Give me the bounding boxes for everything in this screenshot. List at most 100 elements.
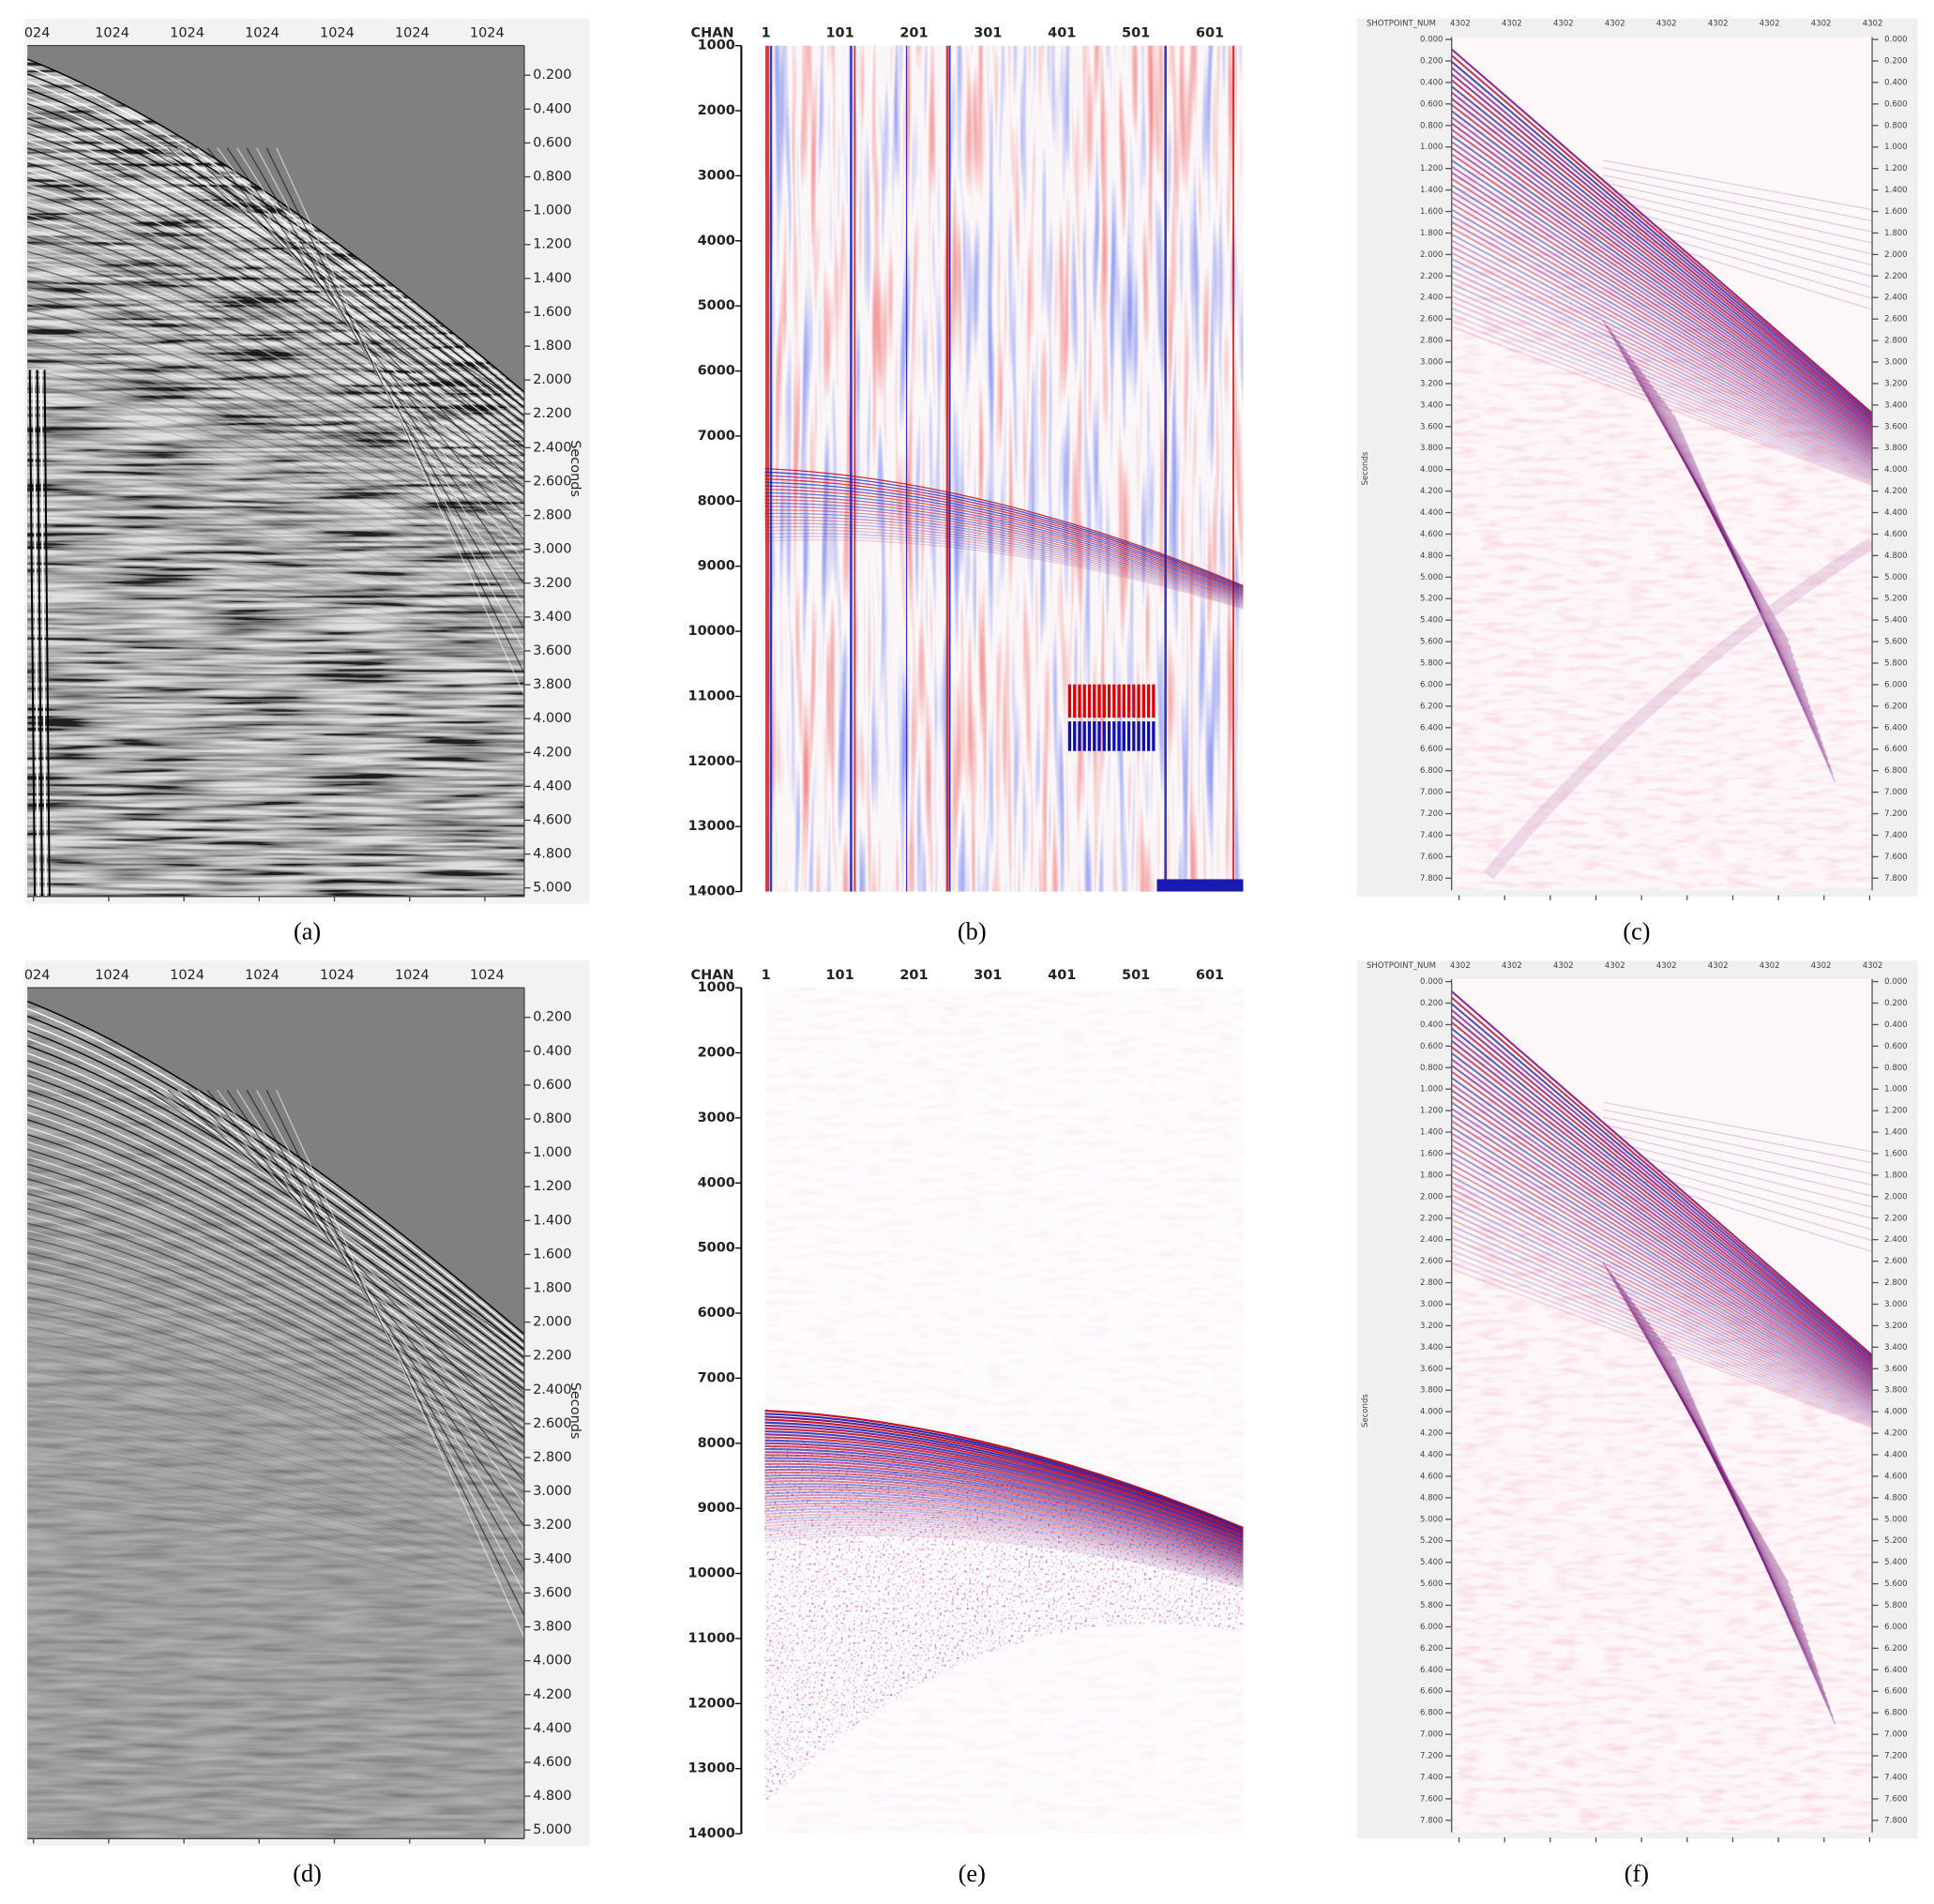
event-line xyxy=(1451,122,1873,433)
right-tick-label: 0.800 xyxy=(1884,121,1907,130)
branch-line xyxy=(1617,1281,1799,1614)
event-line xyxy=(27,1266,524,1477)
event-line xyxy=(27,1215,524,1450)
event-line xyxy=(1451,1058,1873,1374)
event-line xyxy=(27,132,524,432)
block-red xyxy=(1107,684,1111,718)
branch-line xyxy=(1650,1326,1821,1681)
event-line xyxy=(1451,1108,1873,1387)
event-line xyxy=(27,117,524,425)
block-red xyxy=(1087,684,1092,718)
left-tick-label: 4.000 xyxy=(1420,1408,1443,1417)
block-blue xyxy=(1078,721,1081,751)
right-tick-label: 3.400 xyxy=(1884,1343,1907,1352)
event-line xyxy=(1451,172,1873,446)
right-tick-label: 5.400 xyxy=(1884,1558,1907,1567)
caption: (c) xyxy=(1623,917,1650,944)
top-label: 4302 xyxy=(1605,19,1625,28)
event-line xyxy=(1451,1039,1873,1369)
event-line xyxy=(1451,220,1873,460)
event-line xyxy=(764,1459,1244,1552)
noise-blue xyxy=(764,45,1244,892)
event-line xyxy=(1451,1003,1873,1360)
right-tick-label: 7.400 xyxy=(1884,831,1907,840)
left-tick-label: 1.600 xyxy=(1420,207,1443,217)
faint-line xyxy=(1603,159,1873,211)
event-line xyxy=(27,1511,524,1608)
top-label: 4302 xyxy=(1502,19,1522,28)
event-line xyxy=(27,450,524,602)
right-tick-label: 2.600 xyxy=(1884,315,1907,325)
left-tick-label: 5.800 xyxy=(1420,659,1443,669)
right-tick-label: 2.400 xyxy=(533,440,571,455)
axis-title: CHAN xyxy=(690,25,733,40)
event-line xyxy=(764,1424,1244,1536)
top-label: 4302 xyxy=(1450,19,1471,28)
right-tick-label: 4.200 xyxy=(533,1687,571,1702)
near-trace xyxy=(39,370,47,897)
right-tick-label: 2.600 xyxy=(533,474,571,489)
seismic-events xyxy=(764,988,1244,1835)
left-tick-label: 3.600 xyxy=(1420,1365,1443,1374)
faint-line xyxy=(1603,1146,1873,1219)
right-tick-label: 6.200 xyxy=(1884,702,1907,711)
branch-line xyxy=(1646,1322,1820,1673)
left-tick-label: 7.800 xyxy=(1420,874,1443,884)
axis-label: Seconds xyxy=(567,440,582,497)
branch-line xyxy=(1642,374,1817,723)
right-tick-label: 0.200 xyxy=(1884,999,1907,1008)
top-label: 301 xyxy=(974,25,1002,40)
event-line xyxy=(27,235,524,488)
event-line xyxy=(27,354,524,552)
event-line xyxy=(764,481,1244,591)
right-tick-label: 5.200 xyxy=(1884,1536,1907,1546)
event-line xyxy=(1451,233,1873,462)
refraction-line xyxy=(276,147,524,696)
top-label: 4302 xyxy=(1605,961,1625,971)
event-line xyxy=(27,310,524,527)
block-red xyxy=(1117,684,1121,718)
event-line xyxy=(764,1510,1244,1577)
right-tick-label: 1.400 xyxy=(1884,186,1907,195)
faint-line xyxy=(1603,1139,1873,1208)
block-red xyxy=(1067,684,1072,718)
event-line xyxy=(1451,128,1873,435)
event-line xyxy=(1451,73,1873,421)
left-tick-label: 2.000 xyxy=(1420,250,1443,260)
event-line xyxy=(27,1178,524,1430)
event-line xyxy=(1451,1046,1873,1371)
right-tick-label: 1.000 xyxy=(533,1145,571,1160)
left-tick-label: 3.000 xyxy=(1420,1300,1443,1309)
event-line xyxy=(764,1519,1244,1580)
right-tick-label: 1.600 xyxy=(1884,1149,1907,1158)
left-tick-label: 6.000 xyxy=(1420,1623,1443,1632)
event-line xyxy=(1451,1120,1873,1390)
cross-event xyxy=(1484,536,1873,880)
event-line xyxy=(1451,1051,1873,1372)
event-line xyxy=(27,502,524,630)
event-line xyxy=(27,273,524,507)
faint-line xyxy=(1603,196,1873,266)
right-tick-label: 4.000 xyxy=(1884,1408,1907,1417)
left-tick-label: 6.600 xyxy=(1420,1687,1443,1697)
top-label: 201 xyxy=(899,25,928,40)
right-tick-label: 4.000 xyxy=(533,711,571,726)
left-tick-label: 10000 xyxy=(688,1566,735,1581)
event-line xyxy=(27,1030,524,1352)
event-line xyxy=(764,1483,1244,1564)
event-line xyxy=(27,154,524,445)
left-tick-label: 1.200 xyxy=(1420,1107,1443,1116)
right-tick-label: 4.800 xyxy=(1884,1493,1907,1503)
axis-label: Seconds xyxy=(1361,451,1370,485)
left-tick-label: 4.200 xyxy=(1420,487,1443,496)
right-tick-label: 5.600 xyxy=(1884,638,1907,647)
right-tick-label: 4.400 xyxy=(1884,1451,1907,1460)
event-line xyxy=(1451,1021,1873,1365)
left-tick-label: 2.400 xyxy=(1420,294,1443,303)
event-line xyxy=(27,369,524,559)
left-tick-label: 13000 xyxy=(688,819,735,834)
event-line xyxy=(27,384,524,567)
right-tick-label: 3.400 xyxy=(533,610,571,625)
right-tick-label: 2.800 xyxy=(1884,1278,1907,1288)
